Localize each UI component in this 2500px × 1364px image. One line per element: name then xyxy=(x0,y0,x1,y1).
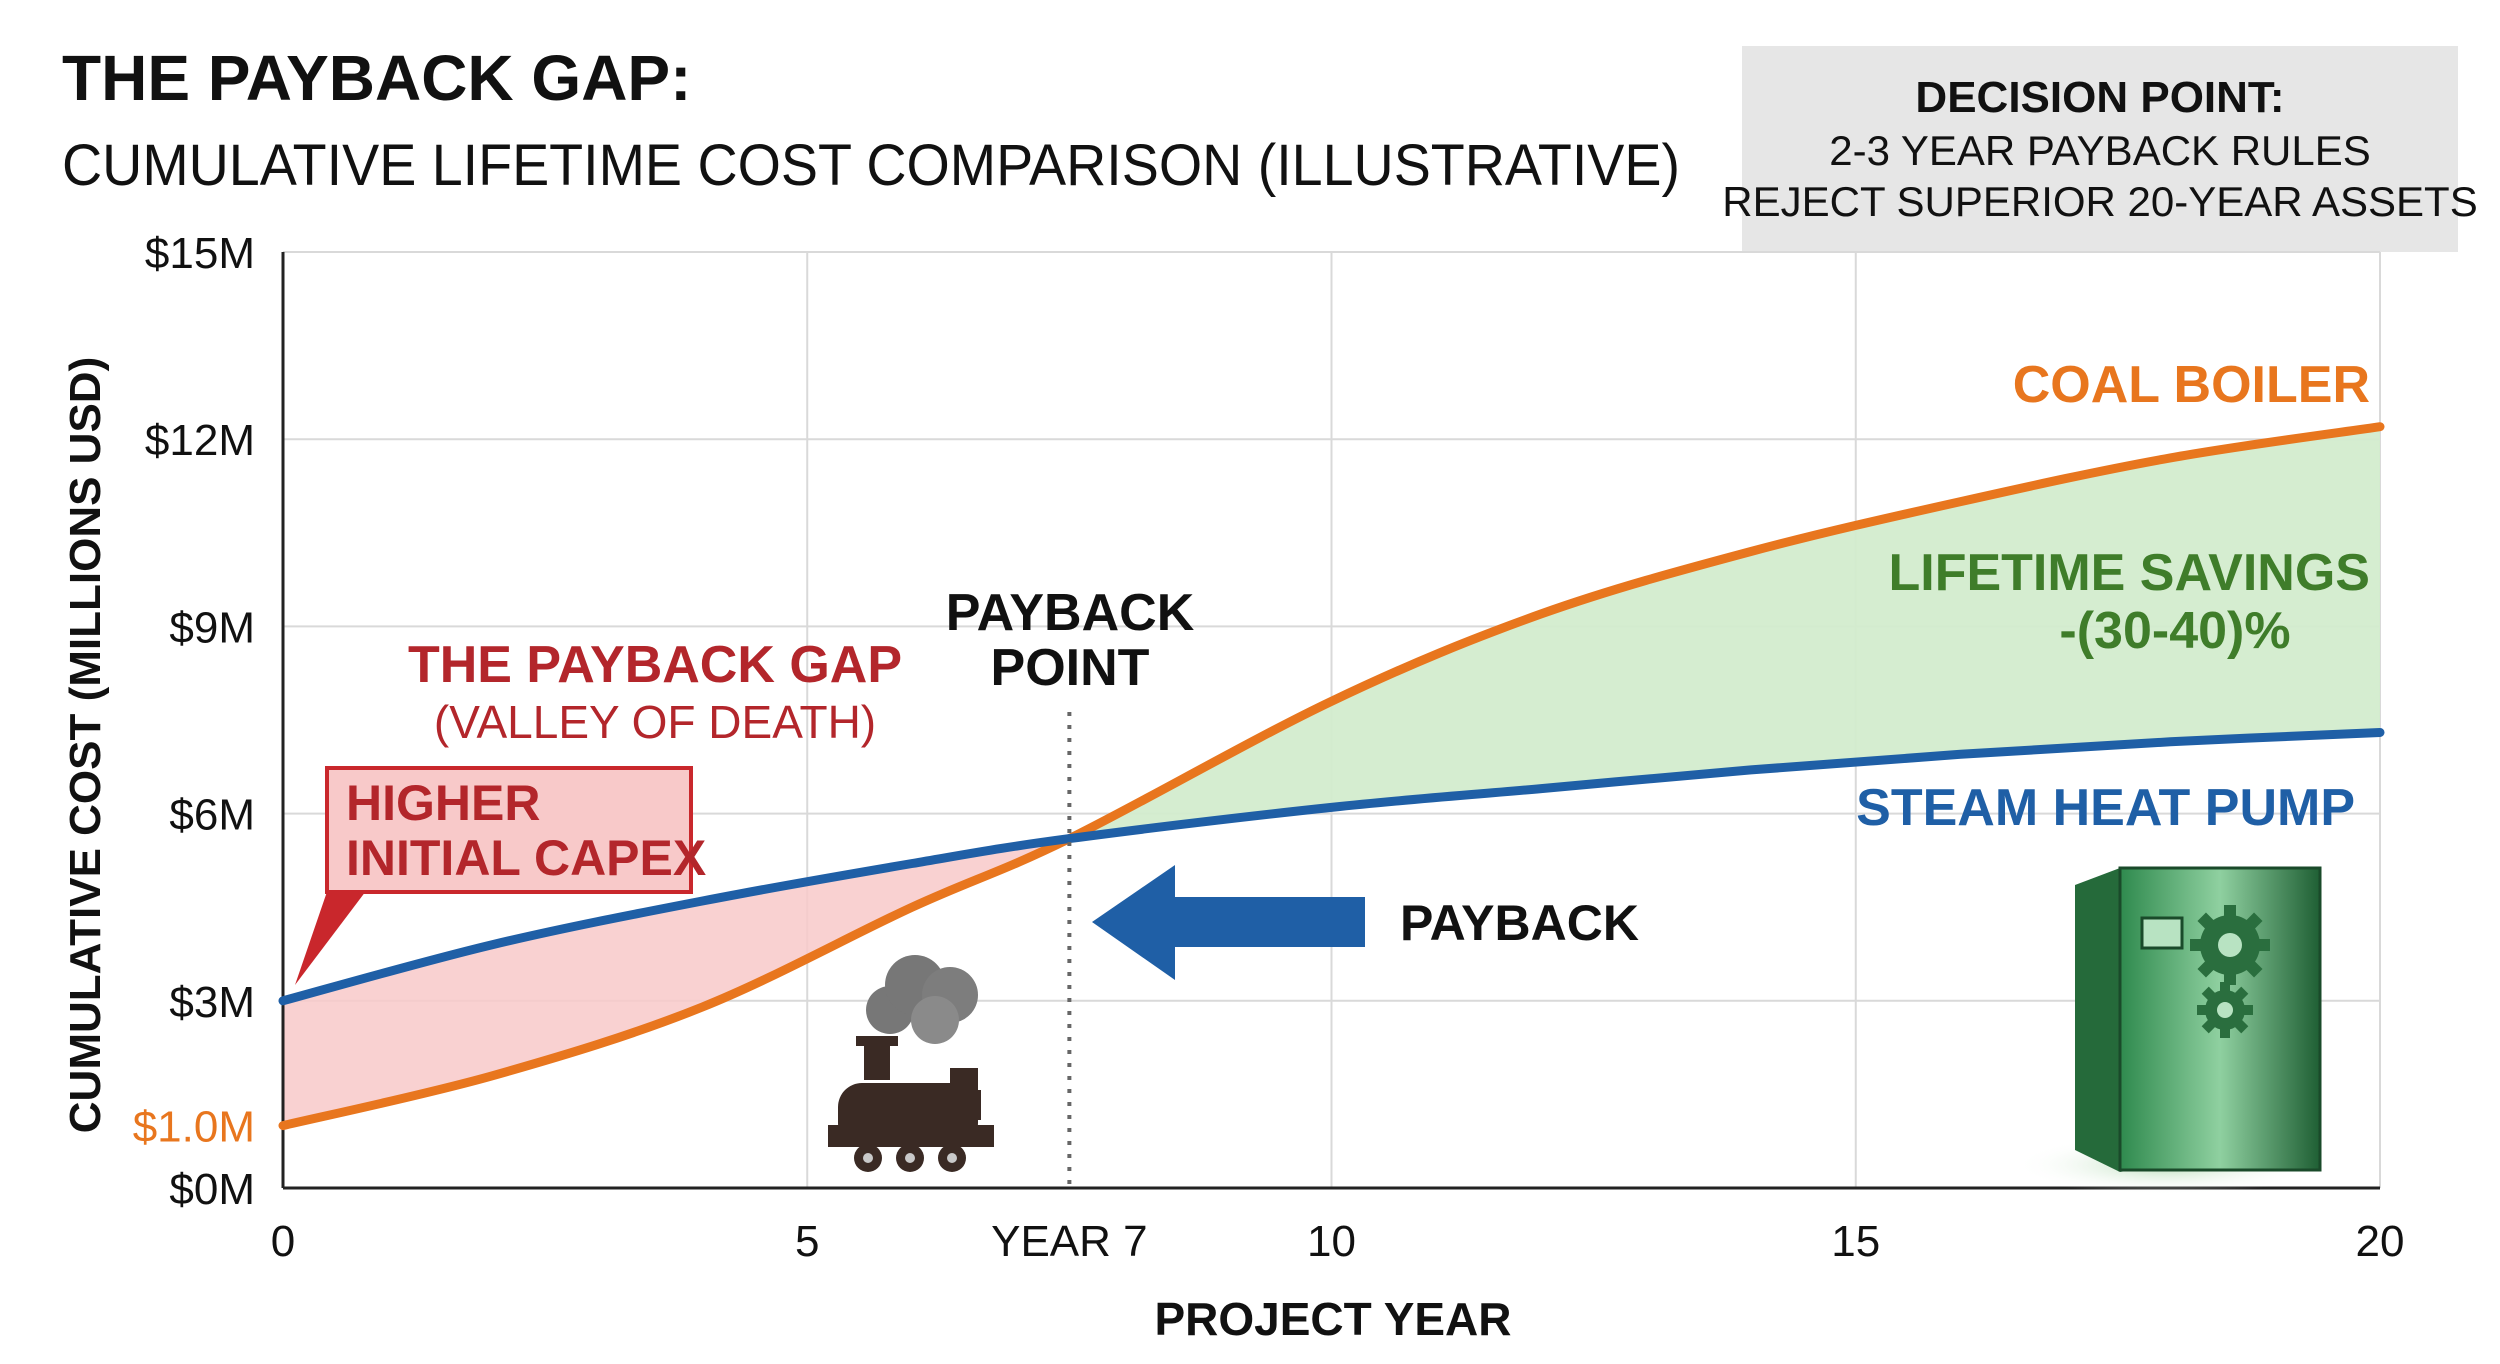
steam-heat-pump-label: STEAM HEAT PUMP xyxy=(1856,779,2355,837)
payback-gap-subtitle: (VALLEY OF DEATH) xyxy=(434,696,876,748)
steam-locomotive-icon xyxy=(828,955,994,1172)
x-tick-label: 0 xyxy=(271,1217,295,1266)
heat-pump-unit-icon xyxy=(2015,866,2322,1195)
y-tick-label: $1.0M xyxy=(133,1103,255,1152)
capex-callout: HIGHER INITIAL CAPEX xyxy=(295,766,706,985)
decision-line-1: 2-3 YEAR PAYBACK RULES xyxy=(1829,127,2371,174)
payback-gap-title: THE PAYBACK GAP xyxy=(408,636,902,694)
y-tick-label: $3M xyxy=(169,978,255,1027)
lifetime-savings-title: LIFETIME SAVINGS xyxy=(1888,544,2370,602)
decision-point-box: DECISION POINT: 2-3 YEAR PAYBACK RULES R… xyxy=(1722,46,2478,252)
payback-gap-area xyxy=(283,838,1070,1126)
x-tick-label: 20 xyxy=(2356,1217,2405,1266)
tick-labels: $0M $1.0M $3M $6M $9M $12M $15M 0 5 YEAR 7 10 15 20 xyxy=(133,229,2405,1266)
x-axis-label: PROJECT YEAR xyxy=(1154,1293,1511,1345)
capex-line-2: INITIAL CAPEX xyxy=(346,830,706,886)
x-tick-label: 15 xyxy=(1831,1217,1880,1266)
lifetime-savings-value: -(30-40)% xyxy=(2059,602,2290,660)
payback-point-line-1: PAYBACK xyxy=(946,584,1195,642)
area-fills xyxy=(283,426,2380,1126)
capex-line-1: HIGHER xyxy=(346,775,540,831)
series-lines xyxy=(278,422,2385,1131)
y-tick-label: $9M xyxy=(169,603,255,652)
steam-heat-pump-line xyxy=(278,728,2385,1006)
payback-arrow-label: PAYBACK xyxy=(1400,895,1639,951)
y-tick-label: $12M xyxy=(145,416,255,465)
payback-point-line-2: POINT xyxy=(991,639,1150,697)
y-axis-label: CUMULATIVE COST (MILLIONS USD) xyxy=(61,357,110,1133)
x-tick-label: 5 xyxy=(795,1217,819,1266)
payback-arrow xyxy=(1092,865,1365,980)
decision-title: DECISION POINT: xyxy=(1915,73,2284,122)
lifetime-savings-area xyxy=(1069,426,2380,839)
x-tick-label: 10 xyxy=(1307,1217,1356,1266)
chart-subtitle: CUMULATIVE LIFETIME COST COMPARISON (ILL… xyxy=(62,133,1680,198)
y-tick-label: $6M xyxy=(169,791,255,840)
chart-title: THE PAYBACK GAP: xyxy=(62,42,691,114)
axes xyxy=(281,252,2380,1190)
y-tick-label: $15M xyxy=(145,229,255,278)
x-tick-label: YEAR 7 xyxy=(991,1217,1148,1266)
y-tick-label: $0M xyxy=(169,1165,255,1214)
coal-boiler-label: COAL BOILER xyxy=(2013,356,2370,414)
coal-boiler-line xyxy=(278,422,2385,1131)
decision-line-2: REJECT SUPERIOR 20-YEAR ASSETS xyxy=(1722,178,2477,225)
